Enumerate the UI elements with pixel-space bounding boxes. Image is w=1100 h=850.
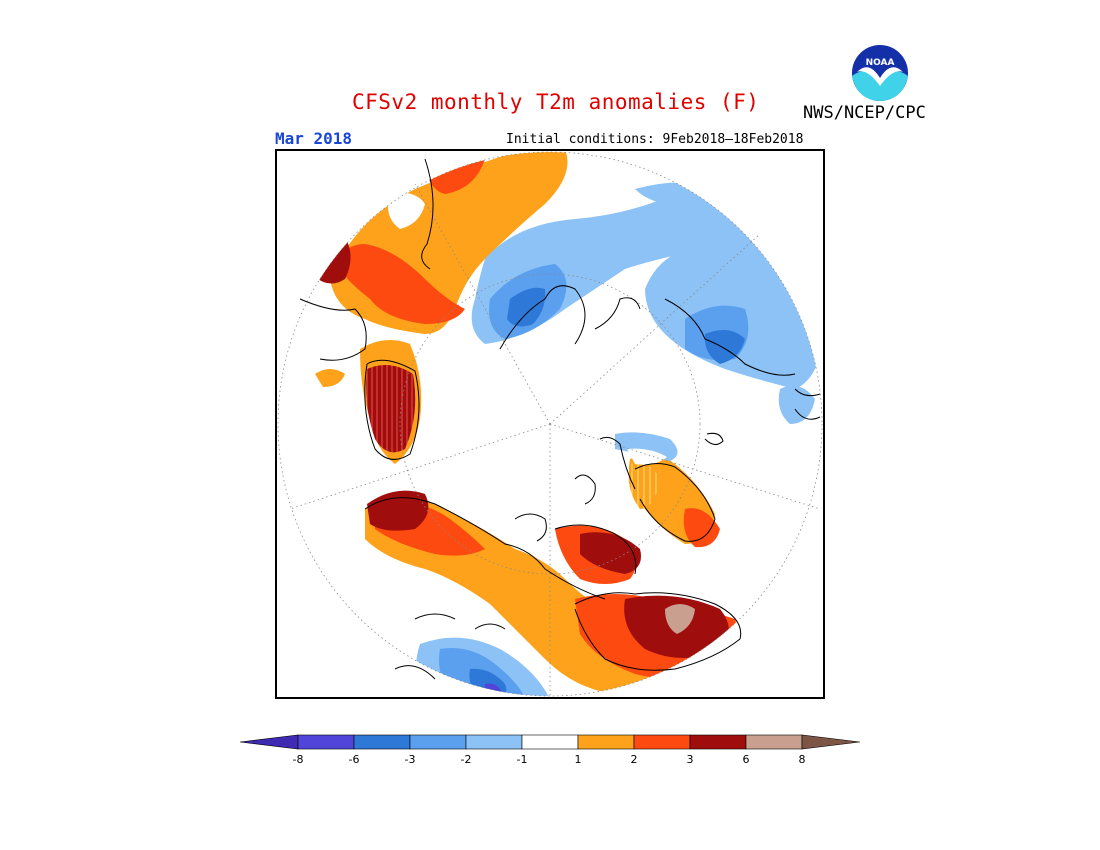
- alaska-red: [683, 508, 720, 548]
- forecast-month: Mar 2018: [275, 129, 353, 148]
- baffin-warm: [315, 369, 345, 387]
- coastlines: [299, 158, 821, 680]
- legend-swatch: [577, 734, 635, 750]
- color-legend: -8 -6 -3 -2 -1 1 2 3 6 8: [239, 734, 861, 766]
- legend-tick-label: 8: [799, 753, 806, 766]
- legend-swatch: [409, 734, 467, 750]
- legend-tick-label: 1: [575, 753, 582, 766]
- legend-tick-label: 6: [743, 753, 750, 766]
- legend-tick-label: -8: [293, 753, 304, 766]
- alaska-striped: [628, 463, 660, 509]
- legend-swatch: [353, 734, 411, 750]
- legend-swatch: [465, 734, 523, 750]
- russia-dark-cold: [507, 287, 546, 327]
- chart-title: CFSv2 monthly T2m anomalies (F): [352, 90, 760, 114]
- legend-swatch: [633, 734, 691, 750]
- svg-text:NOAA: NOAA: [866, 58, 895, 68]
- legend-tick-label: -3: [405, 753, 416, 766]
- grid-lines: [277, 151, 823, 699]
- initial-conditions: Initial conditions: 9Feb2018–18Feb2018: [506, 132, 804, 147]
- legend-swatch: [745, 734, 803, 750]
- europe-red-region: [335, 244, 465, 324]
- legend-swatch: [297, 734, 355, 750]
- legend-tick-label: -1: [517, 753, 528, 766]
- legend-tick-label: 3: [687, 753, 694, 766]
- greenland-darkred: [366, 365, 416, 453]
- legend-arrow-low: [239, 734, 299, 750]
- map-border: [275, 149, 825, 699]
- noaa-logo: NOAA: [850, 43, 910, 103]
- legend-arrow-high: [801, 734, 861, 750]
- bering-cold: [615, 432, 678, 461]
- labrador-extreme: [665, 604, 695, 634]
- legend-tick-label: 2: [631, 753, 638, 766]
- scandinavia-white: [387, 192, 425, 229]
- legend-swatch: [521, 734, 579, 750]
- bering-white: [627, 448, 667, 465]
- legend-tick-label: -2: [461, 753, 472, 766]
- anomaly-map: [275, 149, 825, 699]
- legend-tick-label: -6: [349, 753, 360, 766]
- legend-swatch: [689, 734, 747, 750]
- agency-label: NWS/NCEP/CPC: [803, 103, 926, 123]
